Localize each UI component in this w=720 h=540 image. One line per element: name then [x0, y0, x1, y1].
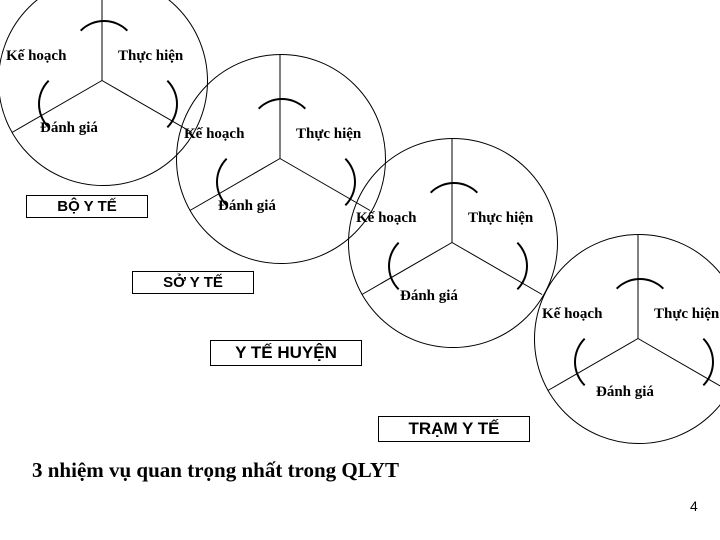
label-plan: Kế hoạch [542, 306, 602, 323]
label-eval: Đánh giá [400, 288, 458, 305]
label-plan: Kế hoạch [356, 210, 416, 227]
footer-caption: 3 nhiệm vụ quan trọng nhất trong QLYT [32, 458, 399, 483]
diagram-stage: Kế hoạch Thực hiện Đánh giá Kế hoạch Thự… [0, 0, 720, 540]
cycle-arrow [460, 232, 528, 300]
cycle-arrow [288, 148, 356, 216]
label-eval: Đánh giá [596, 384, 654, 401]
label-do: Thực hiện [654, 306, 719, 323]
level-box-y-te-huyen: Y TẾ HUYỆN [210, 340, 362, 366]
label-plan: Kế hoạch [184, 126, 244, 143]
label-do: Thực hiện [468, 210, 533, 227]
level-box-tram-y-te: TRẠM Y TẾ [378, 416, 530, 442]
level-box-bo-y-te: BỘ Y TẾ [26, 195, 148, 218]
level-box-so-y-te: SỞ Y TẾ [132, 271, 254, 294]
cycle-arrow [110, 70, 178, 138]
label-do: Thực hiện [296, 126, 361, 143]
page-number: 4 [690, 498, 698, 514]
cycle-arrow [646, 328, 714, 396]
label-do: Thực hiện [118, 48, 183, 65]
label-eval: Đánh giá [218, 198, 276, 215]
label-eval: Đánh giá [40, 120, 98, 137]
label-plan: Kế hoạch [6, 48, 66, 65]
